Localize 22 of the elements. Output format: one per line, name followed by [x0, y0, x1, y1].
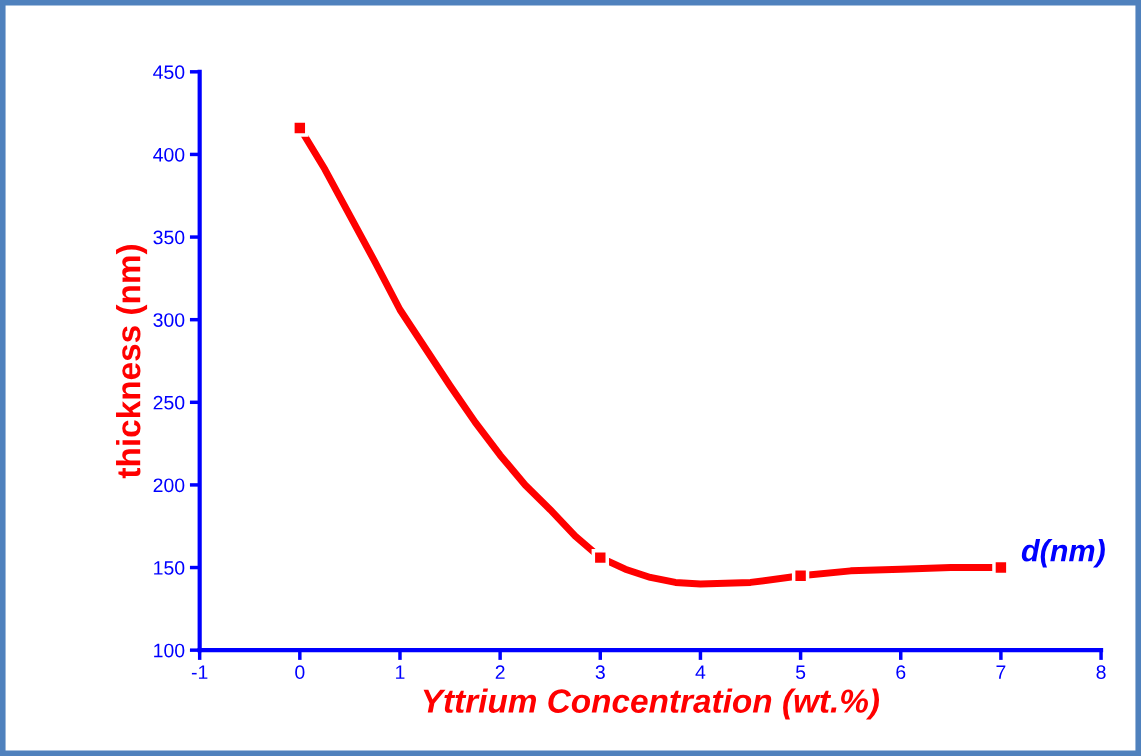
x-tick-label: 5	[795, 665, 806, 680]
y-tick-label: 200	[153, 478, 185, 493]
y-tick-label: 400	[153, 147, 185, 162]
y-tick-label: 100	[154, 643, 185, 658]
y-tick-label: 150	[154, 561, 185, 575]
x-tick-label: 3	[595, 665, 605, 680]
y-tick-label: 300	[153, 313, 185, 327]
y-tick-label: 250	[153, 395, 185, 410]
point	[591, 548, 609, 567]
x-tick-label: 1	[396, 665, 405, 679]
x-tick-label: -1	[191, 665, 208, 679]
y-axis-title: thickness (nm)	[116, 245, 148, 479]
y-tick-label: 450	[153, 65, 185, 80]
x-tick-label: 0	[295, 665, 305, 680]
x-tick-label: 6	[896, 665, 906, 680]
series-label: d(nm)	[1021, 539, 1105, 568]
x-tick-label: 7	[996, 665, 1006, 679]
x-tick-label: 2	[495, 665, 505, 679]
x-tick-label: 8	[1096, 665, 1106, 680]
y-tick-label: 350	[153, 230, 185, 245]
x-tick-label: 4	[695, 665, 706, 679]
x-axis-title: Yttrium Concentration (wt.%)	[423, 688, 880, 720]
